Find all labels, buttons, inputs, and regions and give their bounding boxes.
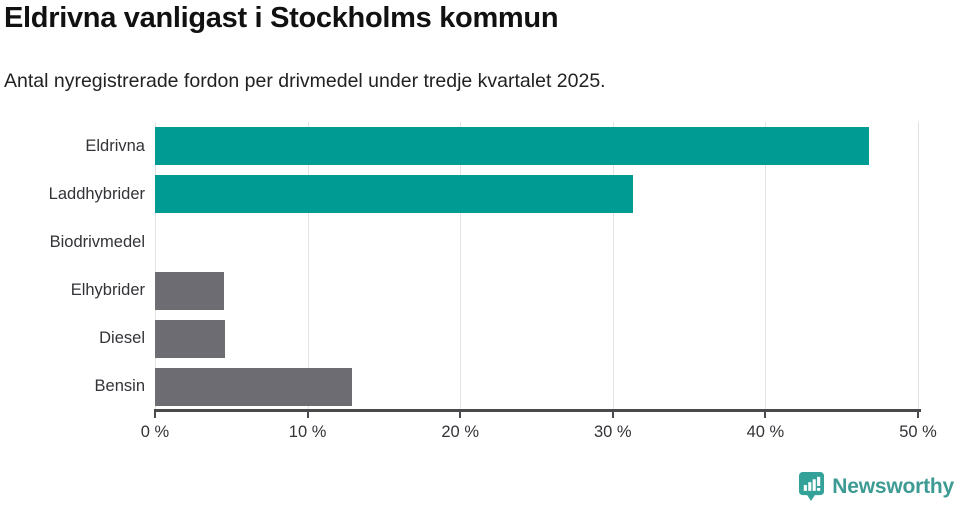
x-axis-line <box>154 409 921 412</box>
y-label-elhybrider: Elhybrider <box>70 281 145 300</box>
bar-row-laddhybrider <box>155 170 918 218</box>
gridline-50 <box>918 122 919 411</box>
y-label-laddhybrider: Laddhybrider <box>48 184 145 203</box>
x-tick-label-10: 10 % <box>288 423 327 441</box>
x-tick-0 <box>154 409 156 418</box>
y-label-diesel: Diesel <box>99 329 145 348</box>
gridline-0 <box>155 122 156 411</box>
bar-laddhybrider <box>155 175 633 214</box>
gridline-40 <box>765 122 767 411</box>
bar-elhybrider <box>155 271 224 310</box>
bar-eldrivna <box>155 127 870 165</box>
bar-row-bensin <box>155 363 918 411</box>
chart-subtitle: Antal nyregistrerade fordon per drivmede… <box>4 70 606 92</box>
x-tick-10 <box>306 409 309 418</box>
gridline-10 <box>307 122 309 411</box>
x-tick-20 <box>459 409 462 418</box>
y-label-biodrivmedel: Biodrivmedel <box>49 232 145 251</box>
bar-rows <box>155 122 918 411</box>
x-tick-30 <box>611 409 614 418</box>
newsworthy-wordmark: Newsworthy <box>832 474 954 498</box>
x-tick-40 <box>764 409 767 418</box>
bar-diesel <box>155 319 226 358</box>
y-label-eldrivna: Eldrivna <box>85 136 145 155</box>
bar-row-eldrivna <box>155 122 918 170</box>
gridline-20 <box>460 122 462 411</box>
chart-title: Eldrivna vanligast i Stockholms kommun <box>4 2 559 34</box>
bar-row-elhybrider <box>155 267 918 315</box>
x-tick-label-20: 20 % <box>441 423 479 441</box>
x-tick-50 <box>917 409 919 418</box>
newsworthy-bubble-chart-icon <box>798 471 825 502</box>
x-tick-label-0: 0 % <box>140 423 170 441</box>
gridline-30 <box>612 122 614 411</box>
newsworthy-logo[interactable]: Newsworthy <box>798 471 954 502</box>
x-tick-label-30: 30 % <box>593 423 632 441</box>
bar-row-biodrivmedel <box>155 218 918 266</box>
x-tick-label-40: 40 % <box>746 423 785 441</box>
bar-bensin <box>155 367 352 406</box>
plot-area <box>155 122 919 411</box>
y-label-bensin: Bensin <box>94 377 145 396</box>
x-tick-label-50: 50 % <box>899 423 937 441</box>
bar-row-diesel <box>155 315 918 363</box>
y-axis-category-labels: Eldrivna Laddhybrider Biodrivmedel Elhybrid… <box>0 122 145 411</box>
